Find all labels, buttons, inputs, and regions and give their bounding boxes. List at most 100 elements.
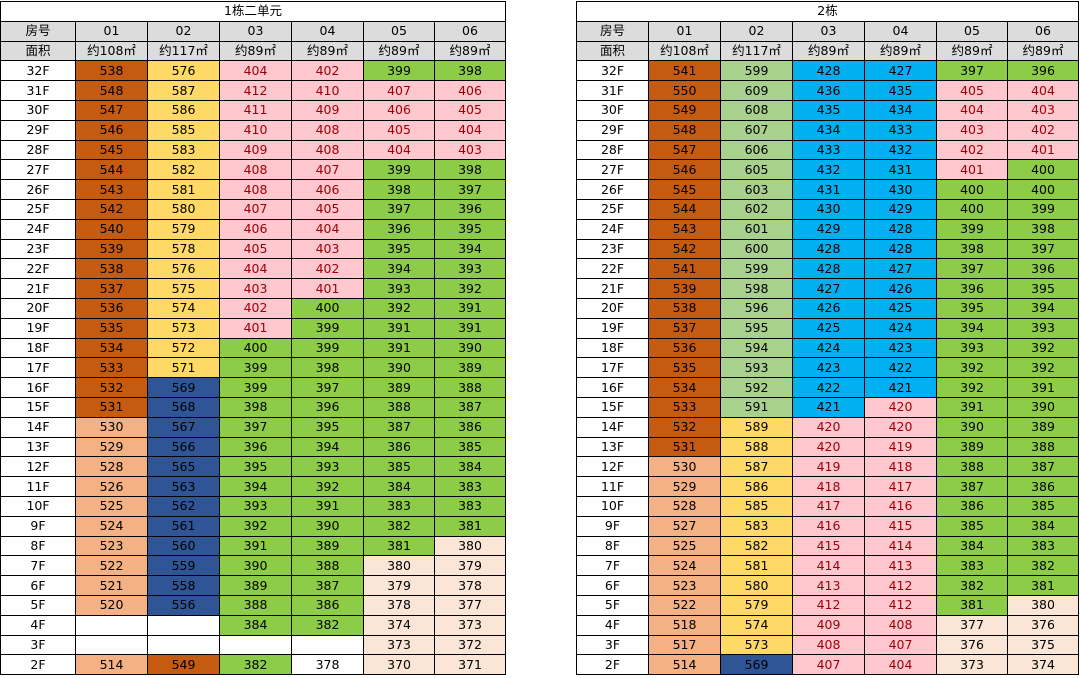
floor-row: 13F 531 588 420 419 389 388: [576, 436, 1080, 458]
price-cell: 405: [363, 119, 435, 141]
price-cell: 399: [219, 377, 292, 398]
price-cell: 427: [864, 258, 937, 280]
price-cell: 402: [219, 297, 292, 319]
price-cell: 529: [648, 476, 721, 497]
floor-row: 24F 540 579 406 404 396 395: [0, 218, 506, 240]
floor-row: 30F 549 608 435 434 404 403: [576, 99, 1080, 121]
price-cell: 549: [648, 99, 721, 121]
price-cell: 377: [936, 614, 1008, 636]
floor-row: 27F 544 582 408 407 399 398: [0, 159, 506, 181]
price-cell: 429: [792, 218, 865, 240]
price-cell: 403: [291, 238, 364, 260]
price-cell: 543: [75, 179, 148, 200]
price-cell: 514: [648, 654, 721, 676]
price-cell: 385: [936, 515, 1008, 537]
floor-label: 9F: [0, 515, 76, 537]
price-cell: 605: [720, 159, 793, 181]
price-cell: 407: [792, 654, 865, 676]
price-cell: 427: [864, 60, 937, 82]
price-cell: 382: [363, 515, 435, 537]
floor-row: 8F 525 582 415 414 384 383: [576, 535, 1080, 557]
floor-row: 14F 530 567 397 395 387 386: [0, 416, 506, 438]
floor-label: 10F: [0, 495, 76, 517]
floor-row: 7F 522 559 390 388 380 379: [0, 555, 506, 577]
price-cell: 583: [147, 139, 220, 161]
floor-label: 31F: [0, 80, 76, 101]
price-cell: 517: [648, 634, 721, 656]
floor-row: 6F 523 580 413 412 382 381: [576, 575, 1080, 596]
unit-header-label: 房号: [0, 20, 76, 42]
price-cell: 380: [1006, 594, 1080, 616]
price-cell: 559: [147, 555, 220, 577]
price-cell: 581: [720, 555, 793, 577]
price-cell: 370: [363, 654, 435, 676]
price-cell: 390: [434, 337, 506, 359]
price-cell: 563: [147, 476, 220, 497]
price-cell: 399: [363, 159, 435, 181]
price-cell: 398: [936, 238, 1008, 260]
price-cell: 388: [434, 377, 506, 398]
floor-row: 28F 545 583 409 408 404 403: [0, 139, 506, 161]
floor-label: 25F: [0, 198, 76, 220]
price-cell: 428: [864, 218, 937, 240]
price-cell: 421: [864, 377, 937, 398]
price-cell: 428: [792, 60, 865, 82]
floor-row: 5F 522 579 412 412 381 380: [576, 594, 1080, 616]
price-cell: 399: [291, 337, 364, 359]
price-cell: 397: [936, 258, 1008, 280]
floor-label: 15F: [576, 396, 649, 418]
price-cell: 520: [75, 594, 148, 616]
price-cell: 415: [864, 515, 937, 537]
price-cell: 381: [434, 515, 506, 537]
price-cell: 376: [936, 634, 1008, 656]
price-cell: 404: [936, 99, 1008, 121]
price-cell: [147, 614, 220, 636]
floor-row: 15F 533 591 421 420 391 390: [576, 396, 1080, 418]
price-cell: 393: [434, 258, 506, 280]
floor-label: 20F: [576, 297, 649, 319]
price-cell: 398: [434, 159, 506, 181]
floor-label: 24F: [0, 218, 76, 240]
price-cell: 404: [219, 258, 292, 280]
unit-area: 约89㎡: [363, 40, 435, 62]
price-cell: [291, 634, 364, 656]
price-cell: 373: [434, 614, 506, 636]
floor-label: 32F: [576, 60, 649, 82]
price-cell: 574: [720, 614, 793, 636]
price-cell: 524: [648, 555, 721, 577]
price-cell: 540: [75, 218, 148, 240]
price-cell: 374: [363, 614, 435, 636]
price-cell: 381: [363, 535, 435, 557]
price-cell: 388: [363, 396, 435, 418]
floor-label: 17F: [576, 357, 649, 379]
price-cell: 599: [720, 258, 793, 280]
price-cell: 404: [291, 218, 364, 240]
unit-number: 06: [434, 20, 506, 42]
price-cell: 414: [864, 535, 937, 557]
price-cell: 546: [648, 159, 721, 181]
price-cell: 523: [75, 535, 148, 557]
price-cell: 388: [1006, 436, 1080, 458]
price-cell: 407: [291, 159, 364, 181]
price-cell: 405: [291, 198, 364, 220]
price-cell: 373: [363, 634, 435, 656]
price-cell: 390: [363, 357, 435, 379]
price-cell: 395: [291, 416, 364, 438]
unit-area: 约89㎡: [291, 40, 364, 62]
price-cell: 420: [864, 416, 937, 438]
price-cell: 378: [291, 654, 364, 676]
price-cell: 545: [648, 179, 721, 200]
floor-label: 2F: [0, 654, 76, 676]
price-cell: 423: [792, 357, 865, 379]
price-cell: 538: [75, 258, 148, 280]
floor-row: 26F 543 581 408 406 398 397: [0, 179, 506, 200]
price-cell: 523: [648, 575, 721, 596]
floor-row: 19F 535 573 401 399 391 391: [0, 317, 506, 339]
floor-label: 8F: [576, 535, 649, 557]
price-cell: 535: [75, 317, 148, 339]
unit-area: 约117㎡: [720, 40, 793, 62]
price-cell: 390: [1006, 396, 1080, 418]
price-cell: 420: [864, 396, 937, 418]
floor-label: 20F: [0, 297, 76, 319]
floor-label: 7F: [0, 555, 76, 577]
